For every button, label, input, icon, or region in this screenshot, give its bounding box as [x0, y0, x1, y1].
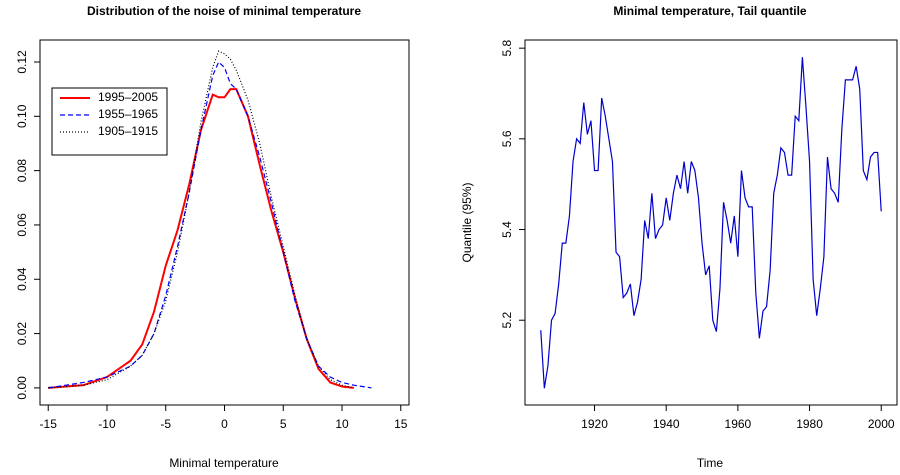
legend-label: 1905–1915: [98, 124, 158, 138]
y-tick-label: 0.06: [15, 213, 29, 237]
y-tick-label: 0.00: [15, 376, 29, 400]
y-tick-label: 0.12: [15, 50, 29, 74]
legend-label: 1955–1965: [98, 107, 158, 121]
x-axis-label: Time: [697, 456, 724, 470]
x-tick-label: -5: [160, 417, 171, 431]
x-tick-label: 1940: [653, 417, 680, 431]
x-tick-label: -15: [40, 417, 58, 431]
y-tick-label: 5.8: [500, 39, 514, 56]
y-tick-label: 5.2: [500, 312, 514, 329]
x-tick-label: 1980: [796, 417, 823, 431]
y-tick-label: 5.6: [500, 130, 514, 147]
y-axis-label: Quantile (95%): [460, 182, 474, 262]
x-tick-label: 2000: [868, 417, 895, 431]
y-tick-label: 0.08: [15, 159, 29, 183]
x-tick-label: 15: [394, 417, 408, 431]
y-tick-label: 0.04: [15, 267, 29, 291]
plot-box: [524, 39, 898, 406]
series-line: [540, 57, 882, 389]
x-tick-label: 5: [280, 417, 287, 431]
legend-box: [51, 87, 168, 156]
legend-label: 1995–2005: [98, 90, 158, 104]
x-tick-label: 1920: [581, 417, 608, 431]
y-tick-label: 5.4: [500, 221, 514, 238]
x-tick-label: 1960: [725, 417, 752, 431]
series-line: [48, 50, 354, 389]
x-tick-label: 0: [221, 417, 228, 431]
chart-title: Distribution of the noise of minimal tem…: [87, 4, 361, 18]
y-tick-label: 0.10: [15, 104, 29, 128]
chart-title: Minimal temperature, Tail quantile: [613, 4, 806, 18]
x-tick-label: -10: [98, 417, 116, 431]
x-axis-label: Minimal temperature: [169, 456, 279, 470]
x-tick-label: 10: [335, 417, 349, 431]
y-tick-label: 0.02: [15, 322, 29, 346]
